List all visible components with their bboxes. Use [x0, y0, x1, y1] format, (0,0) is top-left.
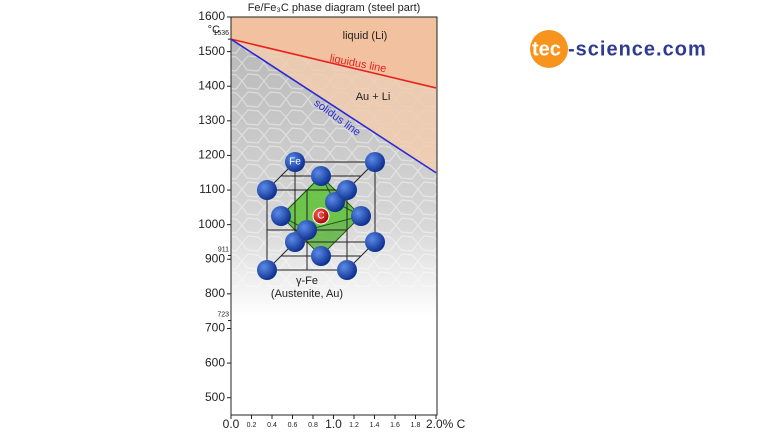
crystal-structure: [257, 152, 385, 280]
x-tick-label: 0.6: [288, 422, 298, 429]
x-tick-label: 2.0% C: [426, 417, 466, 431]
atom-label: Fe: [289, 157, 301, 168]
phase-line: [230, 38, 437, 89]
temperature-label: 911: [218, 246, 229, 253]
atom-label: C: [317, 211, 324, 222]
y-tick-label: 1600: [198, 9, 225, 23]
y-tick-label: 800: [205, 286, 225, 300]
x-tick-label: 0.8: [308, 422, 318, 429]
logo: tec -science.com: [530, 30, 707, 68]
logo-text: -science.com: [568, 38, 707, 60]
x-tick-label: 0.2: [247, 422, 257, 429]
y-tick-label: 1500: [198, 44, 225, 58]
x-tick-label: 0.0: [223, 417, 240, 431]
annotation: (Austenite, Au): [271, 288, 343, 300]
atoms: [257, 152, 385, 280]
phase-line: [230, 38, 437, 174]
y-tick-label: 600: [205, 355, 225, 369]
x-tick-label: 0.4: [267, 422, 277, 429]
logo-text: tec: [532, 38, 561, 60]
y-tick-label: 1400: [198, 78, 225, 92]
y-tick-label: 700: [205, 321, 225, 335]
y-tick-label: 1100: [199, 182, 225, 196]
y-tick-label: 900: [205, 251, 225, 265]
x-tick-label: 1.6: [390, 422, 400, 429]
y-tick-label: 1000: [198, 217, 225, 231]
x-tick-label: 1.2: [349, 422, 359, 429]
y-tick-label: 500: [205, 390, 225, 404]
temperature-label: 1536: [213, 30, 229, 37]
annotation: liquid (Li): [343, 30, 388, 42]
liquid-region: [231, 17, 437, 88]
chart-title: Fe/Fe₃C phase diagram (steel part): [248, 2, 421, 14]
y-tick-label: 1200: [198, 148, 225, 162]
annotation: γ-Fe: [296, 275, 318, 287]
y-tick-label: 1300: [198, 113, 225, 127]
x-tick-label: 1.8: [411, 422, 421, 429]
y-unit: °C: [208, 24, 220, 36]
x-tick-label: 1.4: [370, 422, 380, 429]
x-tick-label: 1.0: [325, 417, 342, 431]
temperature-label: 723: [217, 311, 229, 318]
annotation: Au + Li: [356, 91, 391, 103]
